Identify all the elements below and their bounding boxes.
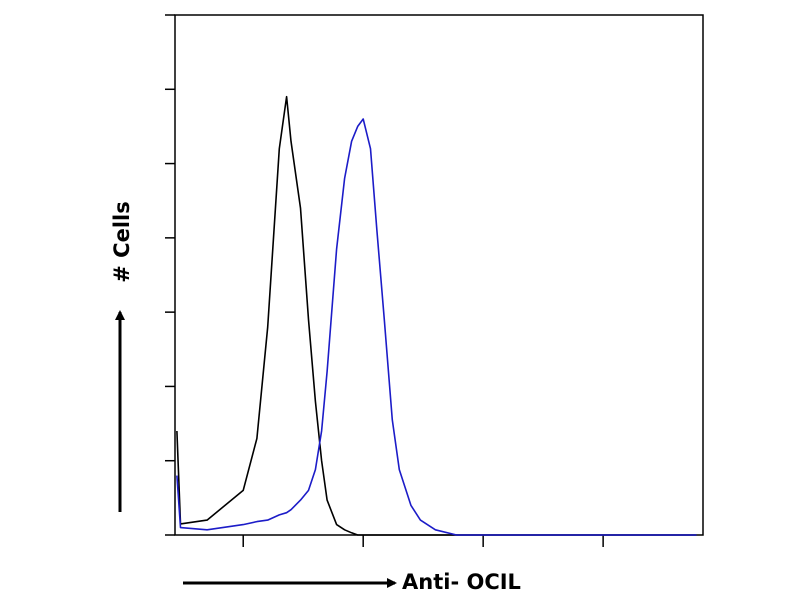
x-axis-label: Anti- OCIL	[402, 570, 521, 594]
y-axis-label: # Cells	[110, 201, 134, 282]
plot-frame	[174, 14, 704, 536]
series-line	[176, 95, 697, 536]
series-line	[176, 118, 697, 536]
